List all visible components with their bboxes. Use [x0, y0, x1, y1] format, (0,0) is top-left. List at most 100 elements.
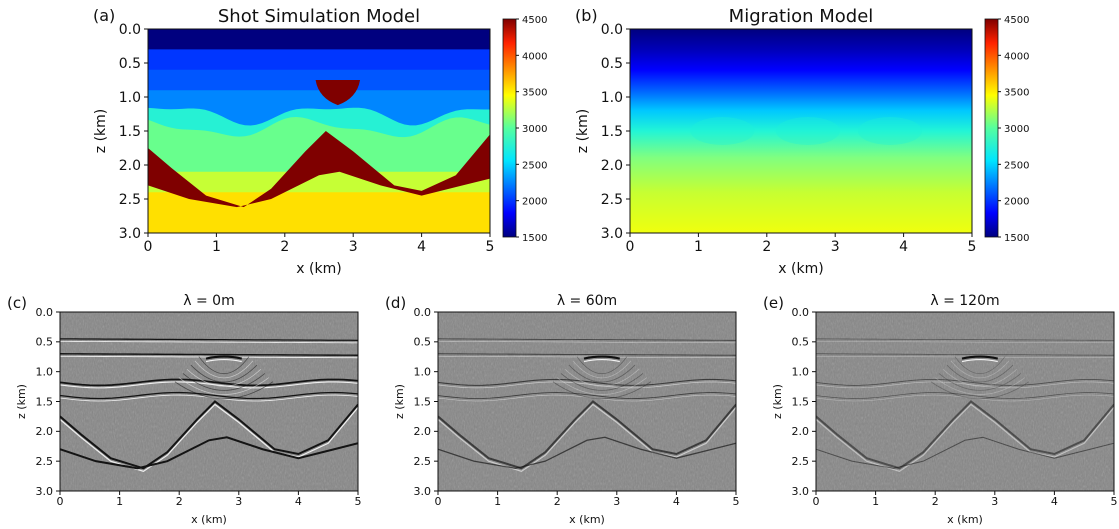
diffraction-artifact [190, 364, 258, 383]
y-tick-label: 2.5 [119, 192, 141, 208]
salt-ridge-reflector [60, 403, 358, 472]
x-axis-label: x (km) [947, 513, 983, 526]
salt-ridge-reflector [816, 400, 1114, 470]
y-tick-label: 0.5 [792, 336, 810, 349]
plot-area [438, 312, 736, 491]
x-axis-label: x (km) [191, 513, 227, 526]
reflector [816, 353, 1114, 356]
salt-lens-reflector [583, 358, 620, 363]
y-tick-label: 1.5 [414, 395, 432, 408]
reflector [438, 353, 736, 356]
y-tick-label: 1.5 [36, 395, 54, 408]
y-tick-label: 2.0 [414, 425, 432, 438]
reflector [816, 392, 1114, 399]
x-tick-label: 5 [733, 495, 740, 508]
reflector [438, 392, 736, 399]
y-tick-label: 0.0 [414, 306, 432, 319]
x-tick-label: 4 [673, 495, 680, 508]
colorbar-tick-label: 2000 [522, 197, 547, 208]
y-tick-label: 0.0 [36, 306, 54, 319]
x-tick-label: 3 [991, 495, 998, 508]
salt-base-reflector [60, 436, 358, 470]
diffraction-artifact [198, 356, 250, 374]
image-noise [816, 312, 1114, 491]
colorbar-tick-label: 4000 [522, 51, 547, 62]
x-axis-label: x (km) [778, 261, 823, 277]
x-tick-label: 1 [116, 495, 123, 508]
x-tick-label: 3 [235, 495, 242, 508]
chart-panel-e: 0 1 2 3 4 5 0.0 0.5 1.0 1.5 2.0 2.5 3.0 x (km) z (km) λ… [763, 293, 1118, 526]
salt-base-reflector [816, 436, 1114, 469]
x-tick-label: 4 [295, 495, 302, 508]
diffraction-artifact [938, 373, 1022, 391]
x-tick-label: 1 [872, 495, 879, 508]
diffraction-artifact [194, 360, 254, 379]
chart-title: λ = 0m [183, 293, 234, 309]
x-tick-label: 3 [349, 239, 358, 255]
salt-ridge-reflector [438, 403, 736, 472]
panel-label: (c) [7, 294, 27, 312]
x-tick-label: 5 [1111, 495, 1118, 508]
diffraction-artifact [934, 377, 1026, 395]
x-tick-label: 1 [694, 239, 703, 255]
salt-lens-reflector [583, 355, 621, 360]
y-tick-label: 3.0 [601, 226, 623, 242]
velocity-bump [690, 117, 755, 145]
plot-area [60, 312, 358, 491]
colorbar: 1500 2000 2500 3000 3500 4000 4500 [984, 15, 1029, 244]
chart-panel-b: 0 1 2 3 4 5 0.0 0.5 1.0 1.5 2.0 2.5 3.0 x (km) z (km) M… [575, 6, 1029, 277]
panel-label: (a) [93, 6, 115, 25]
colorbar-tick-label: 4500 [522, 15, 547, 26]
y-tick-label: 1.0 [792, 366, 810, 379]
y-tick-label: 3.0 [792, 485, 810, 498]
reflector [816, 378, 1114, 386]
reflector [438, 378, 736, 386]
x-axis-label: x (km) [569, 513, 605, 526]
y-tick-label: 0.5 [601, 56, 623, 72]
x-tick-label: 2 [280, 239, 289, 255]
reflector [438, 381, 736, 389]
diffraction-artifact [930, 381, 1030, 400]
salt-lens-reflector [961, 358, 998, 363]
diffraction-artifact [186, 368, 262, 387]
y-tick-label: 1.0 [36, 366, 54, 379]
x-tick-label: 0 [57, 495, 64, 508]
y-tick-label: 0.0 [119, 22, 141, 38]
chart-title: Shot Simulation Model [218, 6, 420, 27]
colorbar-tick-label: 2500 [1004, 160, 1029, 171]
y-tick-label: 3.0 [414, 485, 432, 498]
velocity-field [630, 29, 972, 233]
plot-area [630, 29, 972, 233]
chart-panel-c: 0 1 2 3 4 5 0.0 0.5 1.0 1.5 2.0 2.5 3.0 x (km) z (km) λ… [7, 293, 362, 526]
y-tick-label: 3.0 [36, 485, 54, 498]
x-tick-label: 0 [626, 239, 635, 255]
y-tick-label: 2.0 [119, 158, 141, 174]
diffraction-artifact [568, 364, 636, 383]
reflector [60, 378, 358, 387]
y-tick-label: 2.0 [792, 425, 810, 438]
salt-ridge-reflector [438, 400, 736, 470]
salt-base-reflector [438, 436, 736, 469]
chart-title: λ = 120m [930, 293, 999, 309]
plot-area [148, 29, 490, 233]
colorbar-tick-label: 4000 [1004, 51, 1029, 62]
y-tick-label: 1.0 [414, 366, 432, 379]
salt-lens-reflector [205, 355, 243, 360]
diffraction-artifact [174, 381, 274, 400]
x-tick-label: 4 [899, 239, 908, 255]
reflector [60, 381, 358, 389]
salt-ridge-reflector [60, 400, 358, 470]
y-axis-label: z (km) [771, 384, 784, 419]
x-tick-label: 0 [813, 495, 820, 508]
y-tick-label: 1.5 [601, 124, 623, 140]
plot-area [816, 312, 1114, 491]
colorbar-tick-label: 1500 [1004, 233, 1029, 244]
panel-label: (d) [385, 294, 406, 312]
y-axis-label: z (km) [575, 109, 591, 153]
colorbar-tick-label: 3500 [1004, 88, 1029, 99]
y-tick-label: 2.5 [414, 455, 432, 468]
panel-label: (b) [575, 6, 598, 25]
x-tick-label: 2 [554, 495, 561, 508]
x-tick-label: 3 [831, 239, 840, 255]
